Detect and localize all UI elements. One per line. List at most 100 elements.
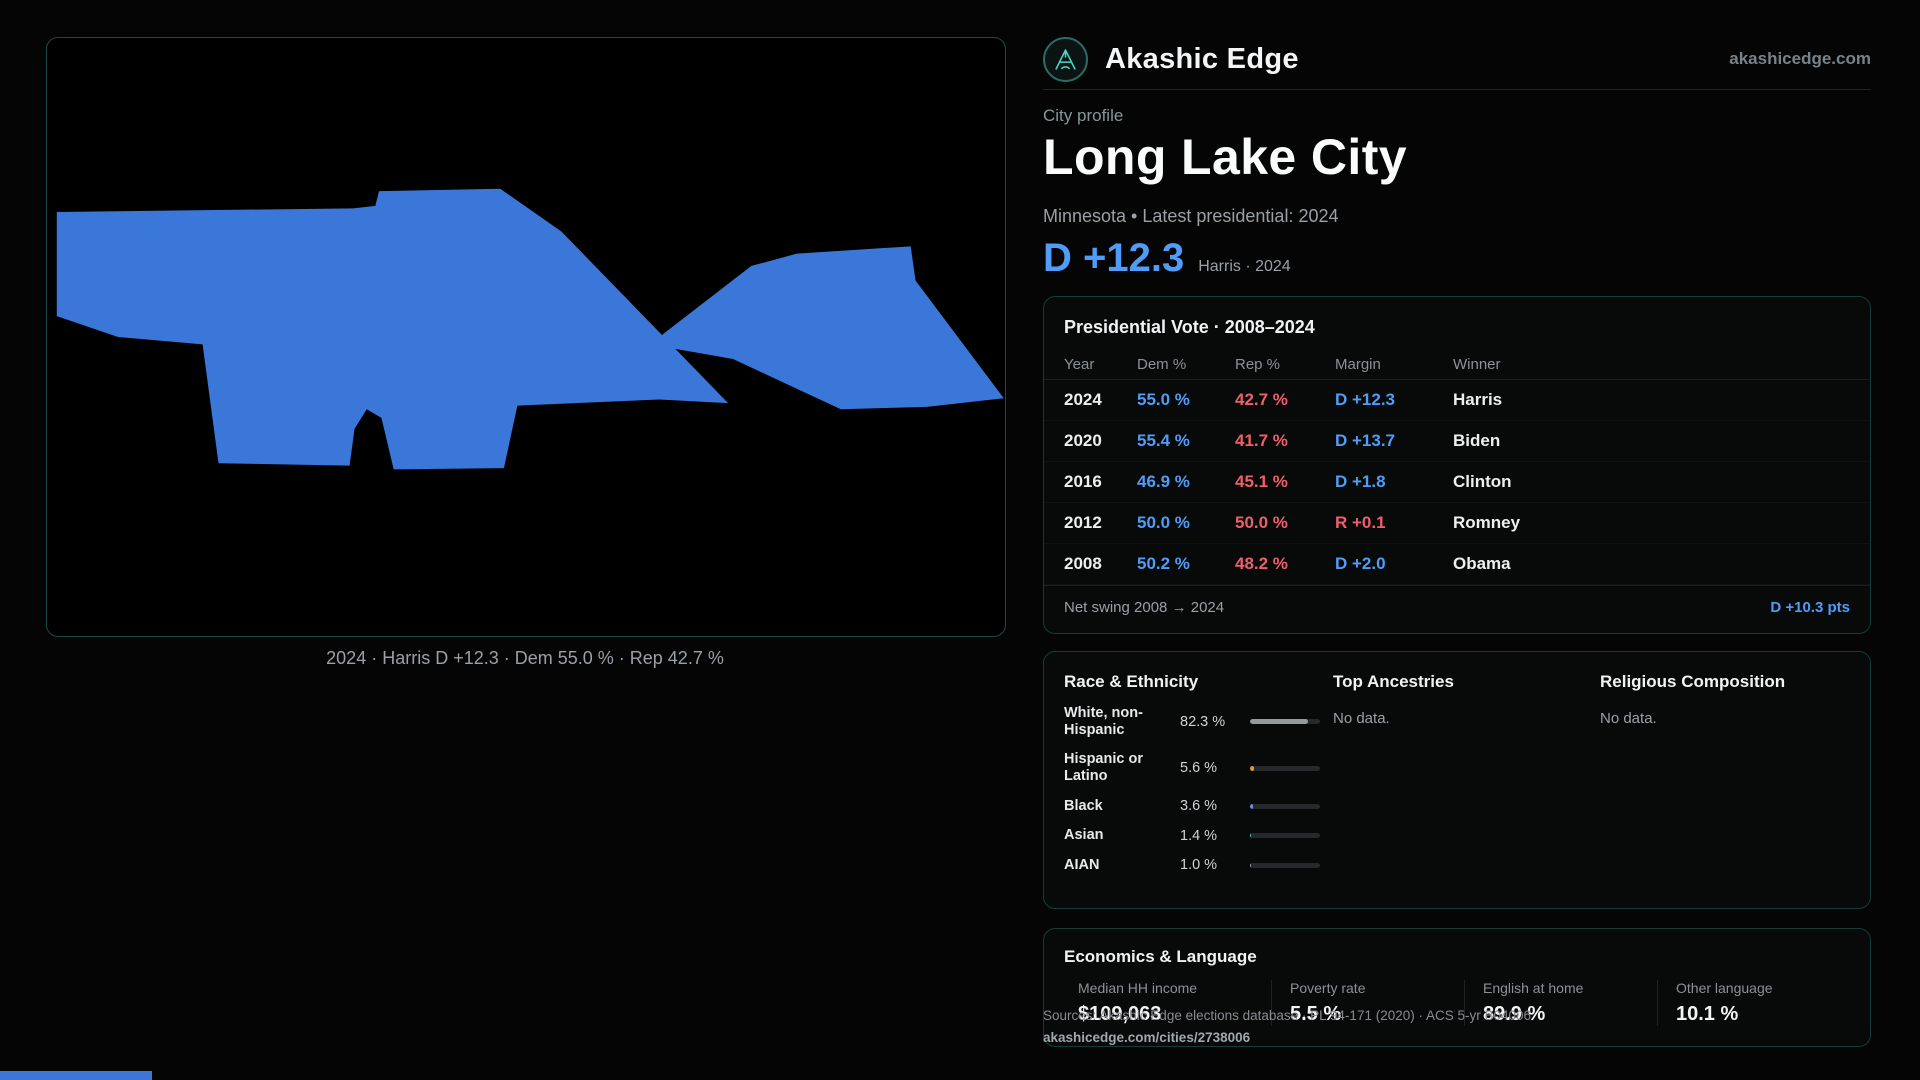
pres-winner: Clinton (1453, 472, 1512, 491)
race-value: 5.6 % (1180, 760, 1218, 777)
pres-dem-pct: 50.0 % (1137, 513, 1190, 532)
net-swing-label: Net swing 2008 → 2024 (1064, 599, 1225, 616)
stat-label: Median HH income (1078, 980, 1198, 996)
city-subtitle: Minnesota • Latest presidential: 2024 (1043, 206, 1339, 226)
city-permalink[interactable]: akashicedge.com/cities/2738006 (1043, 1030, 1251, 1045)
city-shape-east (649, 246, 1004, 410)
race-value: 3.6 % (1180, 798, 1218, 815)
col-year: Year (1064, 356, 1095, 373)
table-row: 2016 46.9 % 45.1 % D +1.8 Clinton (1044, 462, 1870, 503)
race-bar (1250, 833, 1320, 839)
stat-label: Other language (1676, 980, 1773, 996)
religion-empty-state: No data. (1600, 710, 1657, 727)
table-row: 2008 50.2 % 48.2 % D +2.0 Obama (1044, 544, 1870, 585)
race-label: Hispanic or Latino (1064, 751, 1143, 785)
race-bar-fill (1250, 765, 1254, 771)
pres-dem-pct: 55.4 % (1137, 431, 1190, 450)
race-label: AIAN (1064, 857, 1100, 874)
pres-margin: D +12.3 (1335, 390, 1396, 409)
ancestries-empty-state: No data. (1333, 710, 1390, 727)
race-label: Asian (1064, 827, 1104, 844)
race-bar-fill (1250, 719, 1308, 725)
stat-value: 10.1 % (1676, 1003, 1739, 1025)
kicker-label: City profile (1043, 106, 1124, 125)
list-item: Hispanic or Latino 5.6 % (1064, 751, 1333, 784)
pres-winner: Obama (1453, 554, 1511, 573)
list-item: AIAN 1.0 % (1064, 857, 1333, 874)
ancestries-section: Top Ancestries No data. (1333, 672, 1600, 874)
pres-rep-pct: 42.7 % (1235, 390, 1288, 409)
brand-domain-link[interactable]: akashicedge.com (1729, 49, 1871, 68)
stat-label: English at home (1483, 980, 1584, 996)
race-ethnicity-section: Race & Ethnicity White, non-Hispanic 82.… (1064, 672, 1333, 874)
pres-year: 2016 (1064, 472, 1102, 491)
race-bar (1250, 765, 1320, 771)
net-swing-value: D +10.3 pts (1770, 599, 1850, 616)
table-row: 2020 55.4 % 41.7 % D +13.7 Biden (1044, 421, 1870, 462)
pres-margin: D +2.0 (1335, 554, 1386, 573)
page-title: Long Lake City (1043, 129, 1407, 185)
race-bar (1250, 719, 1320, 725)
brand-logo[interactable] (1043, 36, 1088, 82)
religion-section: Religious Composition No data. (1600, 672, 1850, 874)
brand-name: Akashic Edge (1105, 42, 1299, 75)
pres-margin: R +0.1 (1335, 513, 1386, 532)
religion-section-title: Religious Composition (1600, 672, 1786, 691)
list-item: White, non-Hispanic 82.3 % (1064, 705, 1333, 738)
headline-margin-note: Harris · 2024 (1198, 258, 1291, 275)
list-item: Asian 1.4 % (1064, 827, 1333, 844)
presidential-card-title: Presidential Vote · 2008–2024 (1064, 317, 1315, 337)
stat-median-hh-income: Median HH income $109,063 (1078, 980, 1271, 1026)
race-value: 82.3 % (1180, 713, 1226, 730)
city-map-panel (46, 37, 1006, 637)
stat-english-at-home: English at home 89.9 % (1464, 980, 1657, 1026)
col-dem: Dem % (1137, 356, 1187, 373)
sources-footer: Sources: Akashic Edge elections database… (1043, 1005, 1531, 1049)
headline-margin: D +12.3 Harris · 2024 (1043, 236, 1291, 281)
pres-dem-pct: 46.9 % (1137, 472, 1190, 491)
stat-label: Poverty rate (1290, 980, 1366, 996)
economics-card-title: Economics & Language (1064, 947, 1257, 966)
pres-year: 2012 (1064, 513, 1102, 532)
race-value: 1.4 % (1180, 827, 1218, 844)
headline-margin-value: D +12.3 (1043, 236, 1185, 280)
economics-card: Economics & Language Median HH income $1… (1043, 928, 1871, 1047)
pres-rep-pct: 45.1 % (1235, 472, 1288, 491)
pres-year: 2024 (1064, 390, 1102, 409)
table-row: 2012 50.0 % 50.0 % R +0.1 Romney (1044, 503, 1870, 544)
pres-rep-pct: 48.2 % (1235, 554, 1288, 573)
ancestries-section-title: Top Ancestries (1333, 672, 1454, 691)
city-shape-main (56, 188, 729, 470)
map-caption: 2024 · Harris D +12.3 · Dem 55.0 % · Rep… (326, 648, 724, 668)
table-row: 2024 55.0 % 42.7 % D +12.3 Harris (1044, 380, 1870, 421)
pres-rep-pct: 50.0 % (1235, 513, 1288, 532)
profile-column: Akashic Edge akashicedge.com City profil… (1043, 0, 1871, 1080)
stat-value: 5.5 % (1290, 1003, 1342, 1025)
net-swing-row: Net swing 2008 → 2024 D +10.3 pts (1044, 585, 1870, 629)
app-header: Akashic Edge akashicedge.com (1043, 34, 1871, 84)
race-bar (1250, 803, 1320, 809)
race-label: White, non-Hispanic (1064, 705, 1143, 738)
stat-value: 89.9 % (1483, 1003, 1546, 1025)
race-label: Black (1064, 797, 1103, 814)
economics-stats-grid: Median HH income $109,063 Poverty rate 5… (1064, 980, 1850, 1026)
pres-table-header: Year Dem % Rep % Margin Winner (1044, 350, 1870, 380)
pres-dem-pct: 50.2 % (1137, 554, 1190, 573)
race-bar-fill (1250, 803, 1253, 809)
pres-year: 2008 (1064, 554, 1102, 573)
city-boundary-map (56, 188, 1004, 470)
col-margin: Margin (1335, 356, 1381, 373)
presidential-vote-card: Presidential Vote · 2008–2024 Year Dem %… (1043, 296, 1871, 634)
pres-winner: Biden (1453, 431, 1501, 450)
col-winner: Winner (1453, 356, 1501, 373)
header-divider (1043, 89, 1871, 90)
demographics-card: Race & Ethnicity White, non-Hispanic 82.… (1043, 651, 1871, 909)
race-value: 1.0 % (1180, 857, 1218, 874)
race-bar-fill (1250, 833, 1251, 839)
pres-year: 2020 (1064, 431, 1102, 450)
stat-other-language: Other language 10.1 % (1657, 980, 1850, 1026)
compass-icon (1055, 48, 1076, 70)
sources-line: Sources: Akashic Edge elections database… (1043, 1008, 1532, 1023)
stat-value: $109,063 (1078, 1003, 1162, 1025)
map-fragment (0, 1071, 152, 1080)
